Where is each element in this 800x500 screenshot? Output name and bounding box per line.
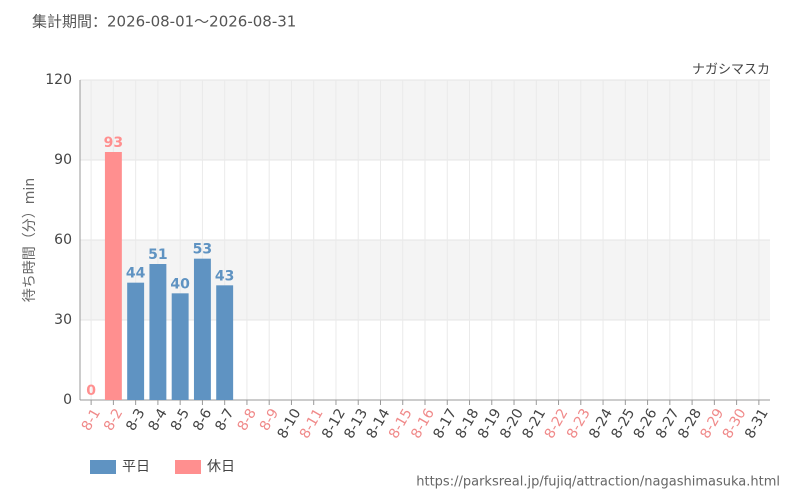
x-tick-label: 8-3	[123, 406, 148, 434]
bar	[104, 152, 122, 400]
value-label: 53	[193, 242, 212, 258]
y-tick-label: 90	[54, 152, 72, 168]
bar	[127, 282, 145, 400]
value-label: 0	[86, 383, 96, 399]
bar	[216, 285, 234, 400]
legend-label: 休日	[207, 459, 235, 475]
x-tick-label: 8-8	[235, 406, 260, 434]
y-tick-label: 0	[63, 392, 72, 408]
bar	[193, 258, 211, 400]
value-label: 40	[170, 276, 190, 292]
y-tick-label: 30	[54, 312, 72, 328]
value-label: 43	[215, 268, 234, 284]
x-tick-label: 8-7	[212, 406, 237, 434]
x-tick-label: 8-6	[190, 406, 215, 434]
value-label: 93	[104, 135, 123, 151]
legend-label: 平日	[122, 459, 150, 475]
y-tick-label: 60	[54, 232, 72, 248]
subtitle: 集計期間：2026-08-01～2026-08-31	[32, 13, 296, 31]
x-tick-label: 8-31	[742, 406, 772, 442]
value-label: 44	[126, 266, 146, 282]
value-label: 51	[148, 247, 167, 263]
y-axis-label: 待ち時間（分）min	[22, 178, 38, 302]
x-tick-label: 8-1	[79, 406, 104, 434]
source-url: https://parksreal.jp/fujiq/attraction/na…	[416, 475, 780, 490]
x-tick-label: 8-2	[101, 406, 126, 434]
legend-swatch	[175, 460, 201, 474]
x-tick-label: 8-4	[146, 406, 171, 434]
attraction-name: ナガシマスカ	[692, 63, 770, 78]
y-tick-label: 120	[45, 72, 72, 88]
legend-swatch	[90, 460, 116, 474]
bar	[149, 264, 167, 400]
x-tick-label: 8-5	[168, 406, 193, 434]
bar	[171, 293, 189, 400]
